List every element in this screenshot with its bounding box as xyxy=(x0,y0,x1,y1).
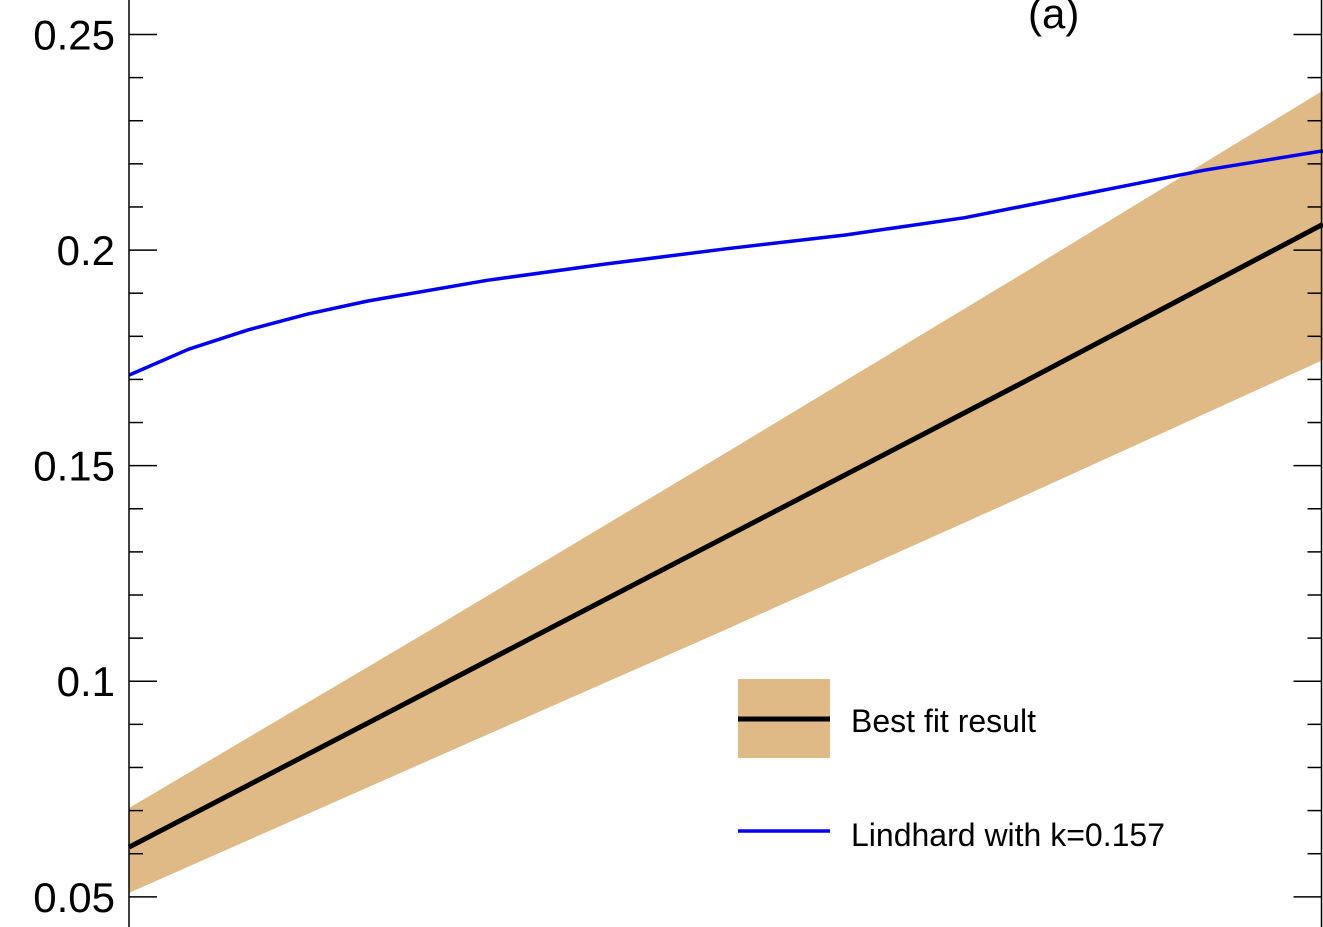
panel-label: (a) xyxy=(1028,0,1079,37)
y-tick-label: 0.15 xyxy=(33,443,115,490)
legend-lindhard-label: Lindhard with k=0.157 xyxy=(851,817,1165,853)
best-fit-line xyxy=(127,221,1323,850)
y-axis-ticks: 0.05 0.1 0.15 0.2 0.25 xyxy=(33,11,1322,921)
y-tick-label: 0.25 xyxy=(33,11,115,58)
y-tick-label: 0.2 xyxy=(57,227,115,274)
plot-area xyxy=(127,90,1323,893)
y-tick-label: 0.1 xyxy=(57,658,115,705)
uncertainty-band xyxy=(129,90,1323,893)
legend-best-fit-label: Best fit result xyxy=(851,703,1036,739)
axes xyxy=(128,0,1323,927)
lindhard-line xyxy=(128,149,1323,377)
legend: Best fit result Lindhard with k=0.157 xyxy=(738,679,1165,853)
y-tick-label: 0.05 xyxy=(33,874,115,921)
